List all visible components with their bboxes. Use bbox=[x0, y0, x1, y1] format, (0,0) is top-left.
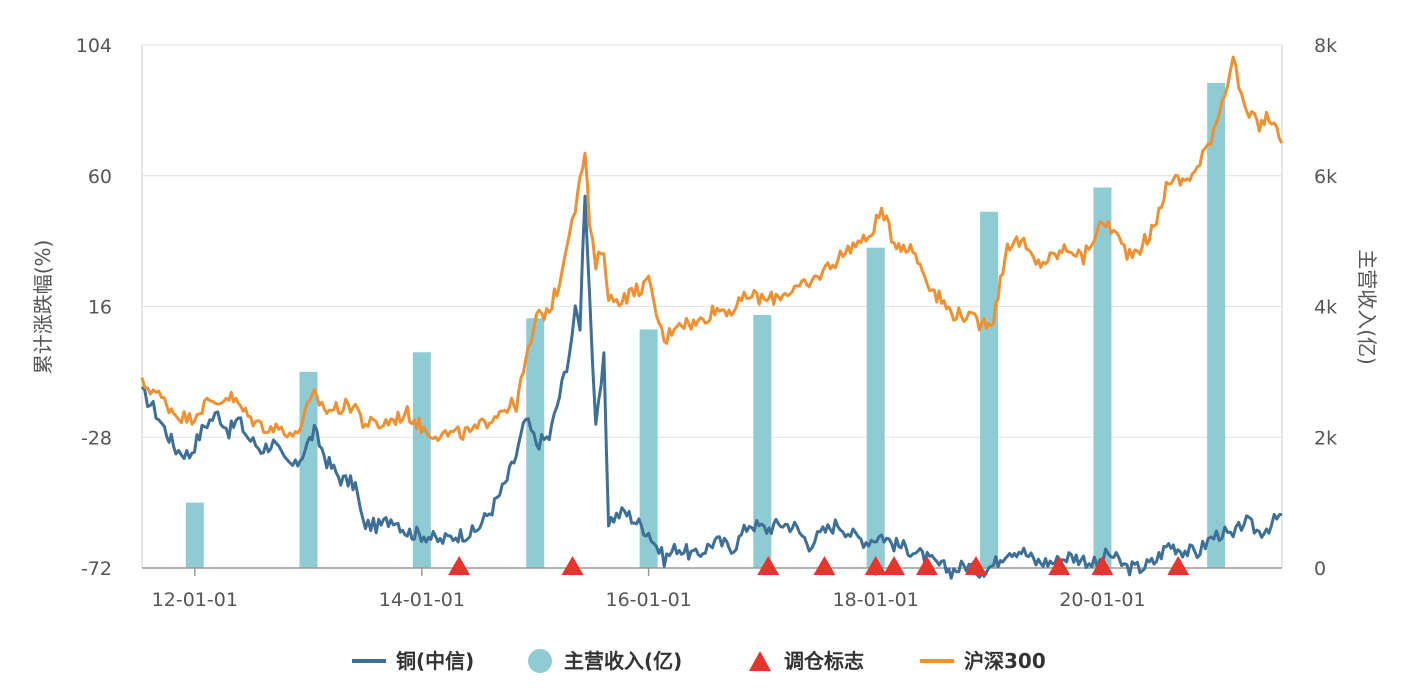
y-left-tick-label: 60 bbox=[88, 166, 112, 188]
rebalance-marker bbox=[965, 556, 988, 575]
rebalance-marker bbox=[915, 556, 938, 575]
y-left-tick-label: -72 bbox=[81, 558, 112, 580]
y-axis-left-title: 累计涨跌幅(%) bbox=[31, 240, 55, 375]
copper-line bbox=[140, 194, 1283, 580]
revenue-bar bbox=[980, 211, 999, 569]
rebalance-marker bbox=[448, 556, 471, 575]
rebalance-marker bbox=[813, 556, 836, 575]
y-left-tick-label: 16 bbox=[88, 297, 112, 319]
legend-triangle-icon bbox=[749, 651, 771, 671]
x-tick-label: 18-01-01 bbox=[833, 589, 919, 611]
rebalance-markers bbox=[448, 556, 1190, 575]
legend-circle-icon bbox=[528, 649, 552, 673]
y-right-tick-label: 8k bbox=[1314, 35, 1337, 57]
revenue-bar bbox=[412, 352, 431, 568]
rebalance-marker bbox=[1048, 556, 1071, 575]
legend: 铜(中信) 主营收入(亿) 调仓标志 沪深300 bbox=[352, 649, 1046, 673]
legend-label: 调仓标志 bbox=[784, 649, 864, 673]
x-tick-label: 20-01-01 bbox=[1059, 589, 1145, 611]
x-tick-label: 14-01-01 bbox=[379, 589, 465, 611]
y-right-tick-label: 4k bbox=[1314, 297, 1337, 319]
revenue-bar bbox=[1093, 187, 1112, 568]
y-left-tick-label: -28 bbox=[81, 427, 112, 449]
revenue-bars bbox=[185, 82, 1226, 569]
legend-label: 沪深300 bbox=[964, 649, 1046, 673]
hs300-line bbox=[140, 55, 1284, 443]
y-left-tick-label: 104 bbox=[76, 35, 112, 57]
rebalance-marker bbox=[1167, 556, 1190, 575]
y-axis-right-title: 主营收入(亿) bbox=[1355, 249, 1379, 365]
rebalance-marker bbox=[864, 556, 887, 575]
y-right-tick-label: 2k bbox=[1314, 427, 1337, 449]
rebalance-marker bbox=[1091, 556, 1114, 575]
revenue-bar bbox=[639, 329, 658, 568]
line-series bbox=[140, 55, 1284, 580]
rebalance-marker bbox=[883, 556, 906, 575]
y-right-tick-label: 6k bbox=[1314, 166, 1337, 188]
x-tick-label: 12-01-01 bbox=[152, 589, 238, 611]
x-tick-label: 16-01-01 bbox=[606, 589, 692, 611]
legend-label: 铜(中信) bbox=[396, 649, 474, 673]
rebalance-marker bbox=[561, 556, 584, 575]
revenue-bar bbox=[753, 314, 772, 568]
rebalance-marker bbox=[757, 556, 780, 575]
y-right-tick-label: 0 bbox=[1314, 558, 1326, 580]
legend-label: 主营收入(亿) bbox=[564, 649, 682, 673]
revenue-bar bbox=[185, 502, 204, 568]
revenue-bar bbox=[1207, 82, 1226, 568]
revenue-bar bbox=[866, 247, 885, 568]
